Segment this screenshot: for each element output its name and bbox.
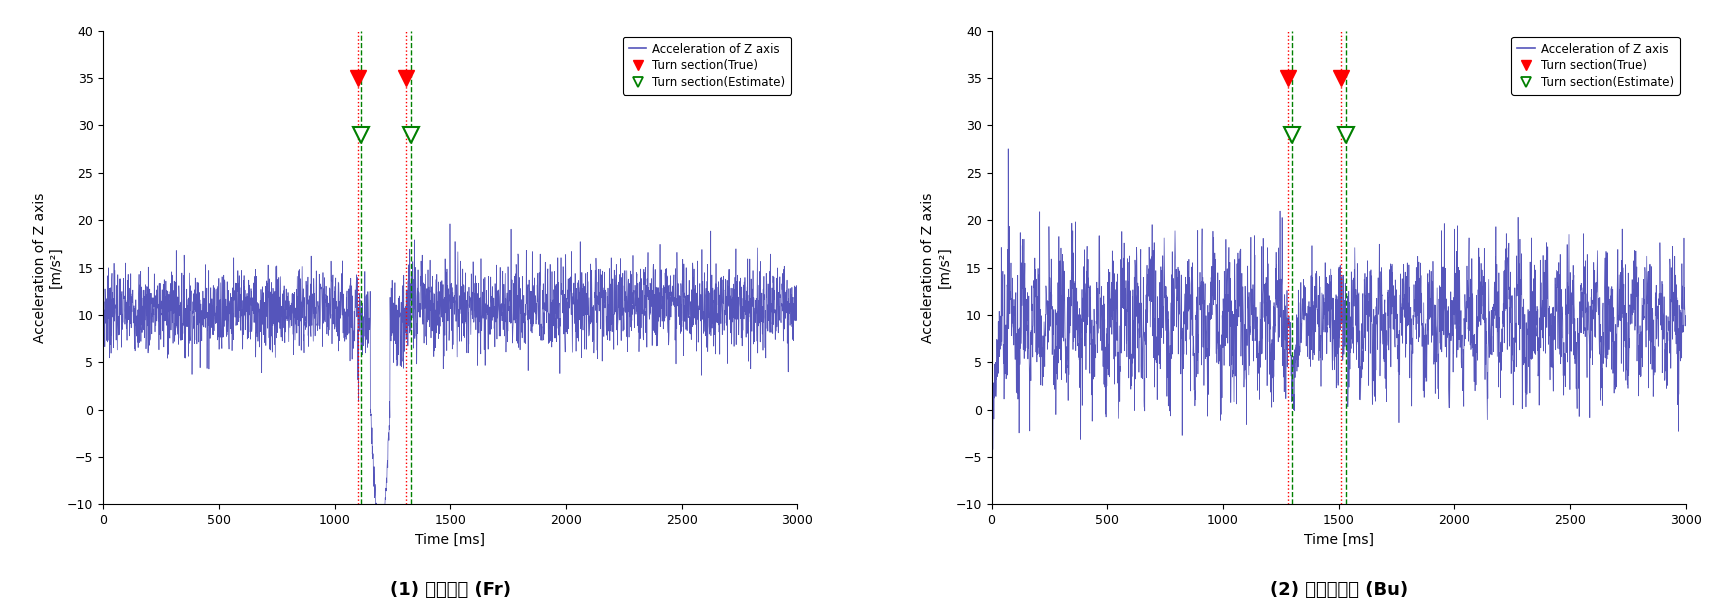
Legend: Acceleration of Z axis, Turn section(True), Turn section(Estimate): Acceleration of Z axis, Turn section(Tru… xyxy=(1512,37,1680,95)
X-axis label: Time [ms]: Time [ms] xyxy=(1304,533,1374,547)
X-axis label: Time [ms]: Time [ms] xyxy=(415,533,485,547)
Y-axis label: Acceleration of Z axis
[m/s²]: Acceleration of Z axis [m/s²] xyxy=(33,192,64,343)
Text: (2) バタフライ (Bu): (2) バタフライ (Bu) xyxy=(1269,581,1407,600)
Text: (1) クロール (Fr): (1) クロール (Fr) xyxy=(390,581,511,600)
Y-axis label: Acceleration of Z axis
[m/s²]: Acceleration of Z axis [m/s²] xyxy=(922,192,951,343)
Legend: Acceleration of Z axis, Turn section(True), Turn section(Estimate): Acceleration of Z axis, Turn section(Tru… xyxy=(623,37,791,95)
